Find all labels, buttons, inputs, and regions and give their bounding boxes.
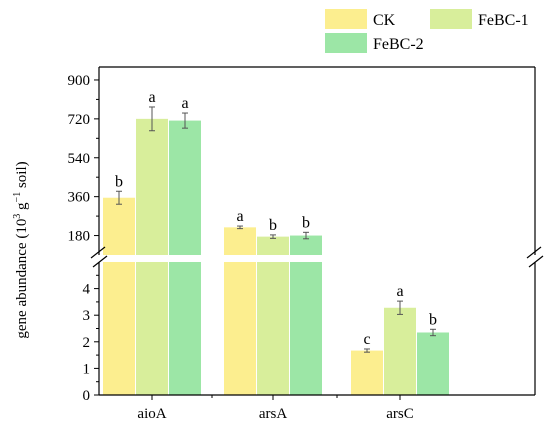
legend-label: FeBC-2 bbox=[373, 36, 424, 53]
break-slash bbox=[528, 255, 544, 268]
break-slash bbox=[90, 246, 106, 259]
x-ticks: aioA arsA arsC bbox=[137, 395, 414, 422]
y-tick-label: 2 bbox=[83, 335, 91, 351]
bar-FeBC-2-arsA-lower bbox=[290, 262, 322, 395]
significance-letter: a bbox=[396, 283, 403, 300]
legend-label: CK bbox=[373, 12, 396, 29]
error-bars bbox=[116, 106, 436, 353]
bar-FeBC-1-arsC bbox=[384, 307, 416, 395]
significance-letter: b bbox=[269, 217, 277, 234]
bar-CK-arsC bbox=[351, 350, 383, 395]
significance-letter: c bbox=[363, 331, 370, 348]
y-tick-label: 180 bbox=[68, 229, 91, 245]
bar-FeBC-1-aioA-upper bbox=[136, 118, 168, 256]
y-tick-label: 4 bbox=[83, 282, 91, 298]
y-tick-label: 360 bbox=[68, 190, 91, 206]
bar-CK-arsA-lower bbox=[224, 262, 256, 395]
break-gap bbox=[533, 255, 537, 262]
legend-swatch-FeBC-2 bbox=[325, 33, 367, 53]
y-axis-label: gene abundance (103 g−1 soil) bbox=[12, 161, 30, 338]
significance-letters: b a c a b a a b b bbox=[115, 89, 437, 348]
break-slash bbox=[526, 246, 542, 259]
y-tick-label: 0 bbox=[83, 388, 91, 404]
significance-letter: a bbox=[236, 208, 243, 225]
bar-FeBC-2-aioA-lower bbox=[169, 262, 201, 395]
bar-FeBC-2-aioA-upper bbox=[169, 120, 201, 255]
axes bbox=[98, 66, 536, 396]
break-slash bbox=[92, 255, 108, 268]
bar-FeBC-2-arsA-upper bbox=[290, 235, 322, 255]
y-tick-label: 720 bbox=[68, 112, 91, 128]
y-tick-label: 540 bbox=[68, 151, 91, 167]
legend-swatch-CK bbox=[325, 9, 367, 29]
y-tick-label: 1 bbox=[83, 361, 91, 377]
significance-letter: b bbox=[115, 173, 123, 190]
x-tick-label: arsC bbox=[386, 406, 414, 422]
legend: CK FeBC-1 FeBC-2 bbox=[325, 9, 529, 53]
significance-letter: a bbox=[181, 95, 188, 112]
legend-label: FeBC-1 bbox=[478, 12, 529, 29]
bar-CK-aioA-lower bbox=[103, 262, 135, 395]
significance-letter: a bbox=[148, 89, 155, 106]
y-tick-label: 3 bbox=[83, 308, 91, 324]
x-tick-label: aioA bbox=[137, 406, 166, 422]
axis-break-marks bbox=[90, 246, 544, 268]
bars bbox=[103, 118, 449, 395]
significance-letter: b bbox=[429, 311, 437, 328]
bar-FeBC-1-arsA-upper bbox=[257, 236, 289, 255]
y-tick-label: 900 bbox=[68, 73, 91, 89]
bar-FeBC-1-aioA-lower bbox=[136, 262, 168, 395]
y-ticks: 0 1 2 3 4 180 360 540 720 900 bbox=[68, 73, 99, 404]
x-tick-label: arsA bbox=[259, 406, 287, 422]
legend-swatch-FeBC-1 bbox=[430, 9, 472, 29]
significance-letter: b bbox=[302, 214, 310, 231]
bar-FeBC-1-arsA-lower bbox=[257, 262, 289, 395]
break-gap bbox=[97, 255, 101, 262]
bar-FeBC-2-arsC bbox=[417, 332, 449, 395]
bar-CK-aioA-upper bbox=[103, 197, 135, 255]
bar-CK-arsA-upper bbox=[224, 227, 256, 255]
